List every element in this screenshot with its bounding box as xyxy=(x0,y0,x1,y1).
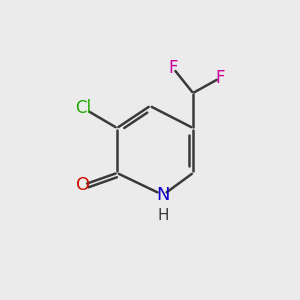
Text: F: F xyxy=(215,69,225,87)
Text: O: O xyxy=(76,176,90,194)
Text: H: H xyxy=(157,208,169,223)
Text: Cl: Cl xyxy=(75,99,91,117)
Text: F: F xyxy=(168,59,178,77)
Text: N: N xyxy=(156,186,170,204)
